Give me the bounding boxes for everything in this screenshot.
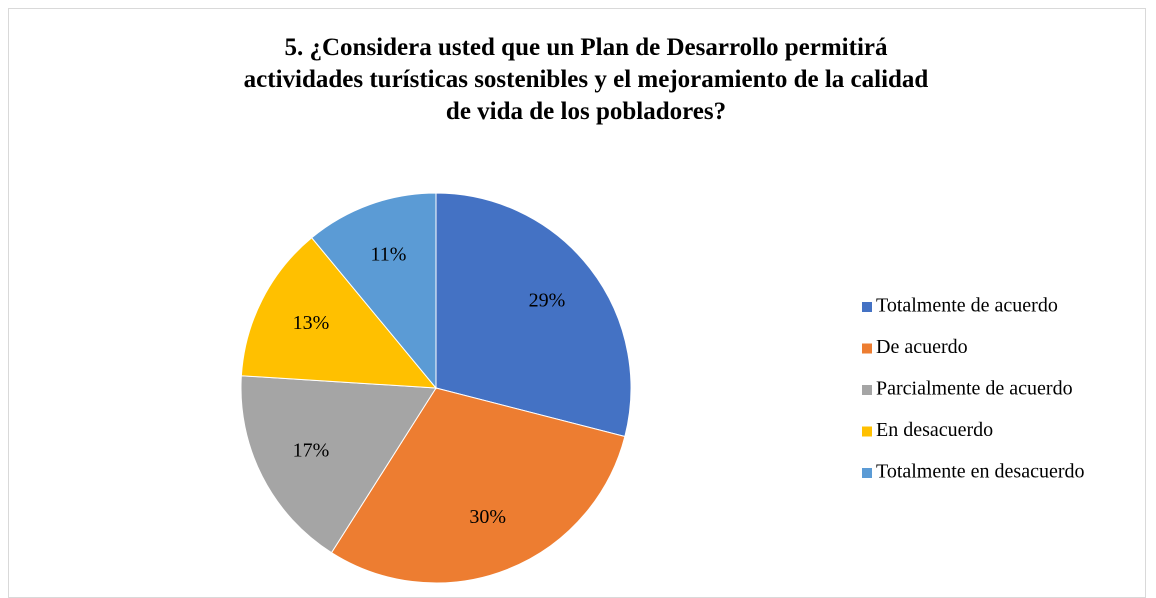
legend-swatch xyxy=(862,385,872,395)
pie-slice xyxy=(435,192,632,438)
legend-label: En desacuerdo xyxy=(876,419,993,441)
legend-swatch xyxy=(862,302,872,312)
pie-slice xyxy=(330,387,626,584)
data-label: 13% xyxy=(293,312,330,334)
data-label: 30% xyxy=(469,506,506,528)
pie-slice xyxy=(240,237,438,389)
pie-slice xyxy=(310,192,437,390)
legend-label: Totalmente de acuerdo xyxy=(876,295,1058,317)
chart-title: 5. ¿Considera usted que un Plan de Desar… xyxy=(243,34,929,125)
legend-label: De acuerdo xyxy=(876,336,968,358)
legend-swatch xyxy=(862,343,872,354)
legend-label: Parcialmente de acuerdo xyxy=(876,378,1073,400)
data-label: 11% xyxy=(370,243,406,265)
legend-swatch xyxy=(862,426,872,437)
data-label: 17% xyxy=(293,439,330,461)
data-label: 29% xyxy=(529,290,566,312)
legend-swatch xyxy=(862,468,872,478)
legend-label: Totalmente en desacuerdo xyxy=(876,461,1085,483)
pie-slice xyxy=(240,375,437,554)
